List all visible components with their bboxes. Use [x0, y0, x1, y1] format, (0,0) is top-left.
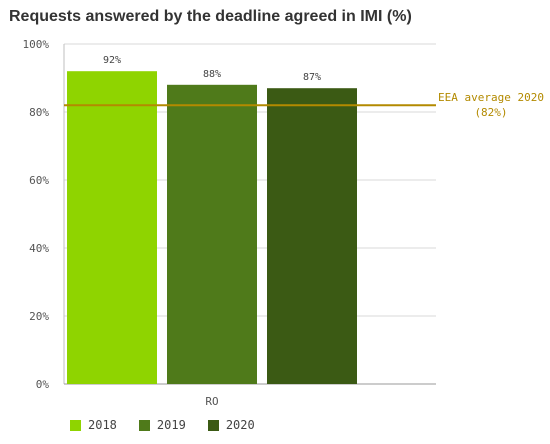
y-tick-label-0: 0%: [36, 378, 50, 391]
legend-swatch-2018: [70, 419, 81, 431]
y-tick-label-40: 40%: [29, 242, 49, 255]
bar-2019[interactable]: [167, 84, 257, 385]
legend-swatch-2020: [207, 419, 219, 431]
data-label-2020: 87%: [303, 72, 321, 83]
y-tick-label-100: 100%: [23, 38, 50, 51]
legend-item-2018[interactable]: 2018: [70, 418, 117, 432]
reference-line-label: EEA average 2020: [438, 91, 544, 104]
legend-item-2020[interactable]: 2020: [207, 418, 255, 432]
legend-label-2019: 2019: [156, 418, 186, 432]
data-label-2018: 92%: [103, 55, 121, 66]
reference-line-value: (82%): [474, 106, 507, 119]
y-tick-label-20: 20%: [29, 310, 49, 323]
legend-label-2018: 2018: [88, 418, 117, 432]
x-tick-label-RO: RO: [205, 395, 218, 408]
legend: 2018 2019 2020: [70, 418, 255, 432]
bar-2018[interactable]: [67, 71, 157, 384]
data-label-2019: 88%: [203, 69, 221, 80]
y-tick-label-60: 60%: [29, 174, 49, 187]
legend-label-2020: 2020: [225, 418, 255, 432]
legend-item-2019[interactable]: 2019: [138, 418, 186, 432]
legend-swatch-2019: [138, 419, 150, 431]
y-tick-label-80: 80%: [29, 106, 49, 119]
bar-2020[interactable]: [267, 88, 357, 384]
chart-title: Requests answered by the deadline agreed…: [9, 8, 412, 25]
